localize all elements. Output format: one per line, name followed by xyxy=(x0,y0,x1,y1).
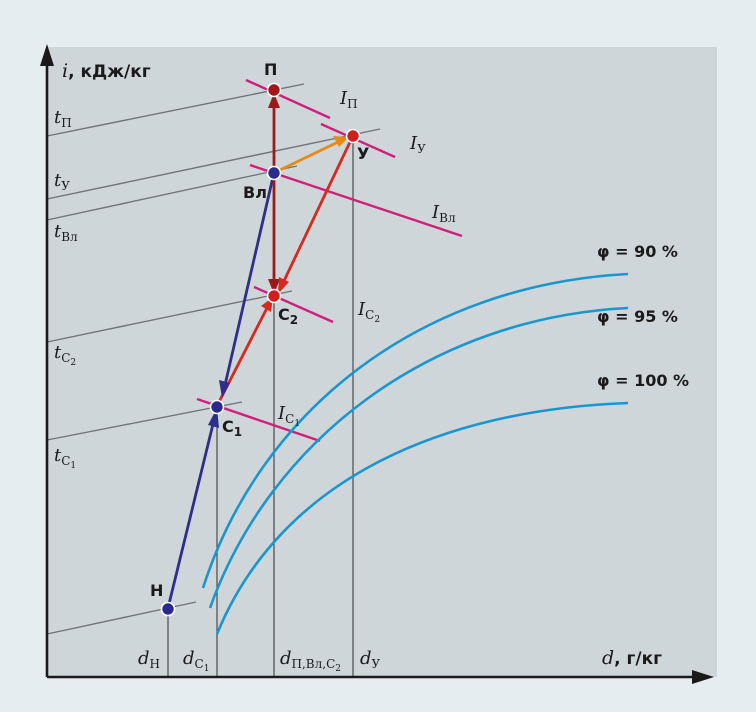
arrow-vl-p-head xyxy=(268,93,280,108)
arrow-vl-c1 xyxy=(223,175,275,387)
y-axis-var: i xyxy=(62,60,68,82)
label-dp: dП,Вл,C2 xyxy=(280,648,341,674)
isotherm-tvl-line xyxy=(46,165,298,221)
phi-100-curve xyxy=(215,401,629,635)
point-c1 xyxy=(209,399,225,415)
label-point-c1: С1 xyxy=(222,417,242,439)
label-ip-var: I xyxy=(339,88,348,109)
label-tvl-sub: Вл xyxy=(61,230,78,244)
label-dp-sub: П,Вл,C xyxy=(292,657,336,671)
label-ic1-subsub: 1 xyxy=(294,419,300,429)
label-dn: dН xyxy=(138,648,160,671)
label-dp-var: d xyxy=(280,648,292,669)
arrow-vl-c2-head xyxy=(268,279,280,294)
label-dc1-var: d xyxy=(183,648,195,669)
label-point-n: Н xyxy=(150,581,163,600)
label-ic2-sub: C xyxy=(365,308,374,322)
label-tc2-var: t xyxy=(54,342,62,363)
label-tvl-var: t xyxy=(54,221,62,242)
label-ic2: IC2 xyxy=(357,299,380,325)
arrow-n-c1 xyxy=(167,418,216,606)
label-tc2-subsub: 2 xyxy=(70,358,76,368)
label-point-vl: Вл xyxy=(243,183,267,202)
arrow-u-c2-head xyxy=(278,277,289,294)
label-dp-subsub: 2 xyxy=(335,664,341,674)
label-ip: IП xyxy=(339,88,358,111)
label-ic2-var: I xyxy=(357,299,366,320)
arrow-vl-u-head xyxy=(333,136,349,147)
label-phi-100: φ = 100 % xyxy=(597,371,689,390)
plot-area xyxy=(47,47,717,677)
label-du: dУ xyxy=(360,648,381,671)
point-n xyxy=(160,601,176,617)
label-tp: tП xyxy=(54,107,72,130)
enthalpy-ic2-line xyxy=(253,285,334,324)
point-u xyxy=(345,128,361,144)
isotherm-tc1-line xyxy=(46,401,243,441)
y-axis-arrowhead xyxy=(40,44,54,66)
label-point-p: П xyxy=(264,60,277,79)
label-tu-sub: У xyxy=(61,179,70,193)
label-dc1-sub: C xyxy=(195,657,204,671)
arrow-vl-c1-head xyxy=(219,380,230,398)
label-iu: IУ xyxy=(409,133,426,156)
label-tc2: tC2 xyxy=(54,342,76,368)
label-dn-var: d xyxy=(138,648,150,669)
label-tc2-sub: C xyxy=(61,351,70,365)
point-vl xyxy=(266,165,282,181)
arrow-u-c2 xyxy=(281,140,352,285)
label-tc1-var: t xyxy=(54,445,62,466)
label-ivl-sub: Вл xyxy=(439,211,456,225)
label-tc1: tC1 xyxy=(54,445,76,471)
label-tc1-subsub: 1 xyxy=(70,461,76,471)
point-p xyxy=(266,82,282,98)
y-axis-unit: , кДж/кг xyxy=(68,62,151,82)
label-tu-var: t xyxy=(54,170,62,191)
x-axis-label: d, г/кг xyxy=(602,647,662,669)
label-ivl-var: I xyxy=(431,202,440,223)
label-dc1: dC1 xyxy=(183,648,209,674)
phi-90-curve xyxy=(201,272,629,589)
phi-95-curve xyxy=(208,306,629,609)
isotherm-tc2-line xyxy=(46,290,293,343)
arrow-vl-u xyxy=(276,140,340,173)
x-axis-var: d xyxy=(602,647,614,669)
label-dn-sub: Н xyxy=(150,657,160,671)
label-du-var: d xyxy=(360,648,372,669)
label-tvl: tВл xyxy=(54,221,78,244)
label-dc1-subsub: 1 xyxy=(204,664,210,674)
label-tp-sub: П xyxy=(61,116,71,130)
point-c2 xyxy=(266,288,282,304)
label-tp-var: t xyxy=(54,107,62,128)
label-ip-sub: П xyxy=(347,97,357,111)
enthalpy-ivl-line xyxy=(249,163,463,238)
label-point-c2: С2 xyxy=(278,305,298,327)
isotherm-tp-line xyxy=(46,83,305,137)
label-iu-sub: У xyxy=(417,142,426,156)
label-ic1: IC1 xyxy=(277,403,300,429)
label-point-c2-sub: 2 xyxy=(290,313,298,327)
label-tc1-sub: C xyxy=(61,454,70,468)
label-iu-var: I xyxy=(409,133,418,154)
y-axis-label: i, кДж/кг xyxy=(62,60,151,82)
label-point-c1-main: С xyxy=(222,417,234,436)
label-phi-95: φ = 95 % xyxy=(597,307,678,326)
x-axis-unit: , г/кг xyxy=(614,649,662,669)
label-du-sub: У xyxy=(372,657,381,671)
label-point-c1-sub: 1 xyxy=(234,425,242,439)
label-ic1-sub: C xyxy=(285,412,294,426)
label-point-c2-main: С xyxy=(278,305,290,324)
label-ic2-subsub: 2 xyxy=(374,315,380,325)
enthalpy-ip-line xyxy=(245,78,331,120)
label-ivl: IВл xyxy=(431,202,456,225)
x-axis-arrowhead xyxy=(692,670,714,684)
label-point-u: У xyxy=(357,144,369,163)
isotherm-tu-line xyxy=(46,128,381,200)
label-tu: tУ xyxy=(54,170,70,193)
label-phi-90: φ = 90 % xyxy=(597,242,678,261)
label-ic1-var: I xyxy=(277,403,286,424)
